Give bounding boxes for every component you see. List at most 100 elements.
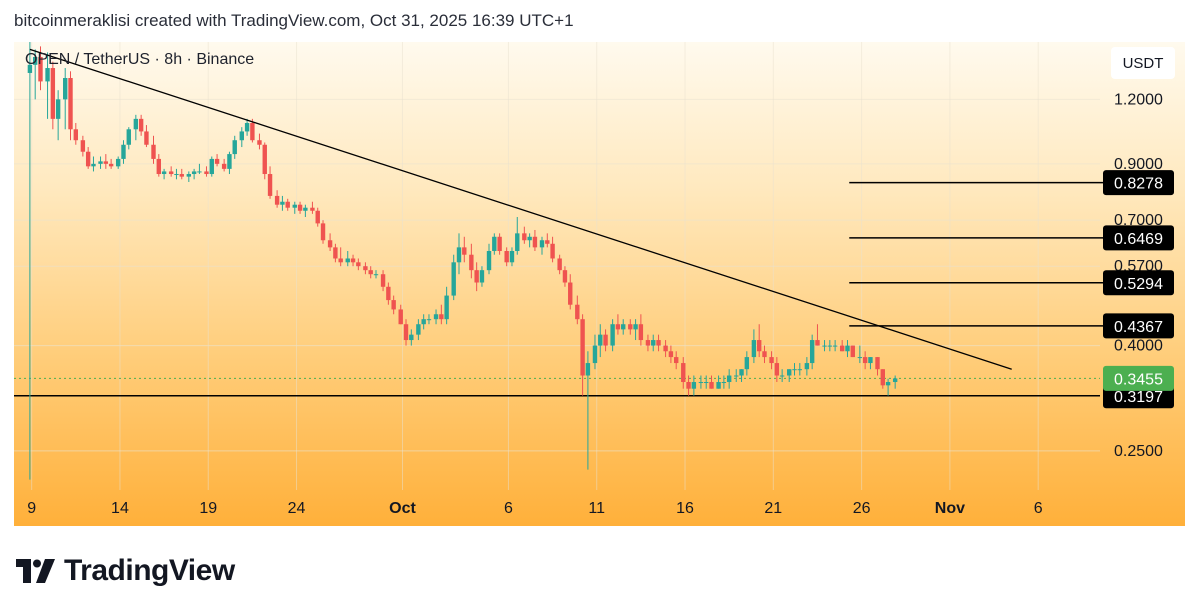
candle-up[interactable] (444, 295, 449, 320)
candle-up[interactable] (698, 382, 704, 384)
candle-up[interactable] (651, 340, 656, 346)
candle-down[interactable] (38, 56, 43, 82)
candle-down[interactable] (138, 118, 144, 132)
candle-up[interactable] (409, 334, 414, 341)
candle-up[interactable] (479, 270, 485, 283)
candle-up[interactable] (492, 236, 497, 252)
candle-up[interactable] (27, 64, 33, 73)
candle-down[interactable] (815, 340, 820, 346)
candle-up[interactable] (421, 319, 426, 325)
candle-down[interactable] (250, 122, 255, 141)
candle-up[interactable] (303, 207, 308, 211)
candle-up[interactable] (121, 144, 126, 159)
candle-down[interactable] (368, 270, 373, 275)
candle-down[interactable] (580, 319, 585, 376)
candle-down[interactable] (274, 195, 280, 205)
candle-down[interactable] (568, 282, 573, 305)
candle-up[interactable] (292, 204, 297, 208)
candle-down[interactable] (267, 174, 273, 196)
candle-down[interactable] (333, 247, 338, 259)
candle-down[interactable] (875, 357, 880, 370)
candle-up[interactable] (868, 357, 873, 364)
candle-down[interactable] (762, 351, 767, 358)
candle-down[interactable] (103, 161, 109, 164)
candle-down[interactable] (108, 163, 114, 167)
candle-up[interactable] (98, 161, 103, 164)
candle-down[interactable] (398, 309, 403, 325)
candle-up[interactable] (726, 375, 732, 383)
candle-down[interactable] (774, 363, 780, 376)
candle-down[interactable] (462, 247, 467, 255)
candle-down[interactable] (50, 68, 56, 119)
candle-up[interactable] (174, 174, 179, 176)
candle-up[interactable] (585, 363, 591, 376)
candle-up[interactable] (633, 324, 638, 330)
candle-down[interactable] (168, 171, 174, 175)
candle-down[interactable] (545, 240, 550, 244)
candle-up[interactable] (197, 171, 202, 173)
candle-down[interactable] (386, 286, 391, 301)
candle-up[interactable] (527, 236, 532, 241)
candle-up[interactable] (45, 68, 50, 82)
candle-down[interactable] (850, 345, 855, 358)
candle-up[interactable] (232, 140, 237, 155)
candle-down[interactable] (839, 345, 845, 352)
candle-up[interactable] (744, 357, 750, 370)
candle-down[interactable] (663, 345, 668, 352)
chart-area[interactable]: 0.2500 0.4000 0.5700 0.7000 0.9000 1.2000 9 14 1… (14, 42, 1185, 526)
candle-up[interactable] (832, 345, 838, 347)
candle-down[interactable] (403, 324, 409, 341)
candle-up[interactable] (704, 382, 709, 384)
candle-down[interactable] (257, 140, 262, 145)
candle-up[interactable] (734, 375, 739, 377)
candle-up[interactable] (161, 171, 167, 175)
candle-down[interactable] (862, 357, 868, 364)
candle-down[interactable] (709, 382, 714, 389)
candle-up[interactable] (857, 357, 863, 359)
candle-down[interactable] (615, 324, 621, 330)
candle-up[interactable] (115, 158, 121, 167)
candle-down[interactable] (221, 163, 227, 169)
candle-up[interactable] (598, 334, 603, 346)
candle-down[interactable] (214, 158, 220, 164)
candle-down[interactable] (645, 340, 651, 346)
candle-up[interactable] (191, 171, 197, 175)
candle-down[interactable] (85, 151, 91, 167)
candle-down[interactable] (310, 207, 315, 211)
tradingview-logo[interactable]: TradingView (16, 553, 235, 589)
candle-up[interactable] (186, 174, 192, 177)
candle-down[interactable] (350, 258, 356, 263)
candle-up[interactable] (827, 345, 833, 347)
candle-down[interactable] (156, 158, 161, 175)
candle-up[interactable] (515, 233, 520, 252)
candle-down[interactable] (80, 140, 86, 152)
candle-down[interactable] (497, 236, 502, 252)
candle-down[interactable] (356, 262, 361, 267)
candle-up[interactable] (779, 375, 785, 377)
candle-down[interactable] (297, 204, 303, 211)
candle-up[interactable] (239, 131, 244, 141)
candle-up[interactable] (739, 369, 744, 376)
candle-up[interactable] (426, 319, 432, 321)
candle-down[interactable] (262, 144, 267, 175)
candle-down[interactable] (327, 240, 333, 248)
candle-up[interactable] (509, 251, 515, 263)
currency-unit-label[interactable]: USDT (1111, 47, 1175, 79)
candle-up[interactable] (845, 345, 850, 352)
candle-down[interactable] (363, 266, 368, 271)
candle-down[interactable] (880, 369, 885, 386)
candle-down[interactable] (380, 274, 386, 287)
candle-up[interactable] (91, 163, 96, 167)
candle-down[interactable] (68, 77, 73, 130)
candle-up[interactable] (621, 324, 626, 330)
candle-up[interactable] (592, 345, 598, 364)
candle-down[interactable] (285, 201, 290, 208)
candle-down[interactable] (673, 357, 679, 364)
candle-down[interactable] (73, 129, 79, 141)
candle-up[interactable] (373, 274, 379, 276)
candle-down[interactable] (320, 223, 326, 241)
candle-up[interactable] (486, 251, 492, 271)
candle-up[interactable] (809, 340, 815, 364)
candle-up[interactable] (787, 369, 792, 376)
